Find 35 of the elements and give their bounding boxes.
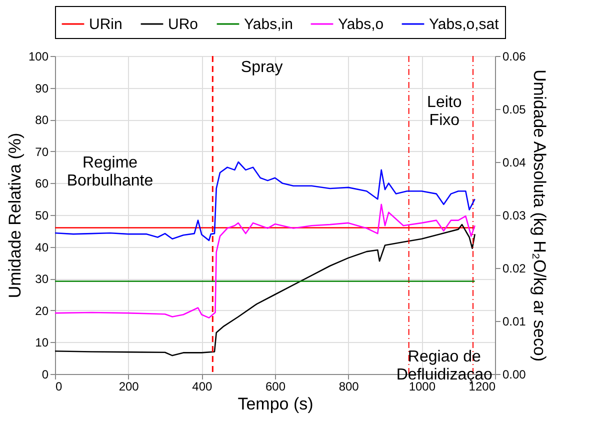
y-tick-label: 70 <box>35 144 49 159</box>
y2-tick-label: 0.05 <box>502 102 526 116</box>
annotation: Regime Borbulhante <box>66 154 154 190</box>
y-tick-label: 20 <box>35 304 49 318</box>
x-axis-title: Tempo (s) <box>238 394 314 414</box>
y-tick-label: 40 <box>35 240 49 254</box>
y-tick-label: 90 <box>35 81 49 96</box>
x-tick-label: 600 <box>265 380 286 394</box>
y-tick-label: 10 <box>35 336 49 350</box>
x-tick-label: 800 <box>338 380 360 394</box>
y2-tick-label: 0.03 <box>502 208 526 222</box>
y-tick-label: 100 <box>28 50 49 64</box>
legend-label: Yabs,in <box>244 16 293 33</box>
y-tick-label: 30 <box>35 272 49 286</box>
y-tick-label: 80 <box>35 113 49 128</box>
y-tick-label: 60 <box>35 176 49 191</box>
legend-label: Yabs,o <box>338 16 384 33</box>
y2-axis-title: Umidade Absoluta (kg H₂O/kg ar seco) <box>530 70 549 362</box>
y2-tick-label: 0.06 <box>502 50 526 64</box>
x-tick-label: 0 <box>56 380 62 394</box>
y2-tick-label: 0.02 <box>502 262 526 276</box>
legend-label: URin <box>89 16 122 33</box>
x-tick-label: 400 <box>192 380 212 394</box>
y-tick-label: 0 <box>42 368 49 382</box>
y2-tick-label: 0.04 <box>502 156 526 170</box>
y-tick-label: 50 <box>35 208 49 222</box>
annotation: Spray <box>240 59 283 76</box>
legend-label: Yabs,o,sat <box>429 16 500 33</box>
y2-tick-label: 0.00 <box>502 368 526 382</box>
line-series <box>54 204 476 318</box>
legend-label: URo <box>168 16 198 33</box>
y2-tick-label: 0.01 <box>502 314 526 328</box>
x-tick-label: 200 <box>118 380 140 394</box>
annotation: Leito Fixo <box>427 94 462 130</box>
y-axis-title: Umidade Relativa (%) <box>5 132 24 298</box>
